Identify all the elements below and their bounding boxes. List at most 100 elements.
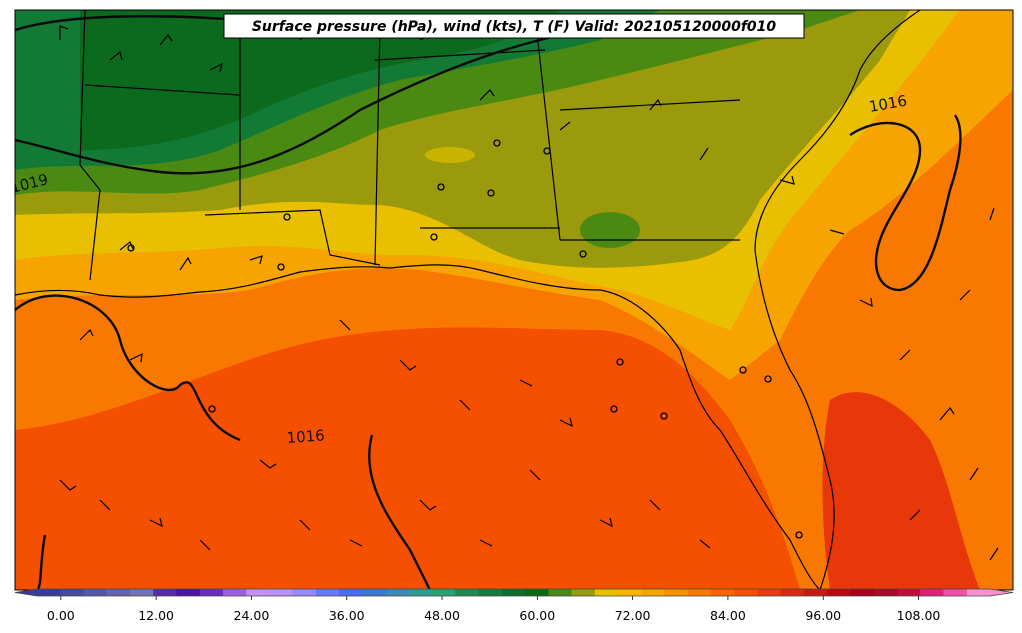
colorbar-segment: [37, 589, 61, 596]
wind-barb: [299, 519, 311, 531]
temperature-field: [15, 10, 1013, 590]
temperature-patch: [781, 456, 809, 488]
colorbar-extend-max: [990, 589, 1013, 596]
wind-barb: [199, 539, 211, 551]
wind-barb: [149, 517, 163, 528]
isobar-southwest-corner: [36, 534, 47, 590]
colorbar-segment: [246, 589, 270, 596]
isobar-1016-east: [849, 114, 962, 292]
wind-barb: [99, 499, 111, 511]
colorbar-segment: [850, 589, 875, 596]
colorbar-tick-label: 12.00: [138, 608, 174, 623]
colorbar-segment: [339, 589, 363, 596]
calm-wind-circle: [660, 412, 668, 420]
map-title: Surface pressure (hPa), wind (kts), T (F…: [252, 19, 777, 35]
colorbar-segment: [827, 589, 852, 596]
state-border: [79, 10, 86, 166]
wind-barb: [779, 175, 795, 185]
colorbar-tick-label: 60.00: [519, 608, 555, 623]
state-border: [84, 84, 241, 96]
colorbar-segment: [734, 589, 759, 596]
colorbar-segment: [455, 589, 480, 596]
colorbar-segment: [176, 589, 201, 596]
colorbar-segment: [129, 589, 154, 596]
colorbar-tick-label: 48.00: [424, 608, 460, 623]
wind-barb: [79, 328, 94, 341]
colorbar-segment: [106, 589, 131, 596]
colorbar-segment: [83, 589, 108, 596]
calm-wind-circle: [430, 233, 438, 241]
wind-barb: [59, 25, 69, 40]
colorbar-segment: [780, 589, 805, 596]
wind-barb: [559, 121, 571, 131]
colorbar-segment: [966, 589, 991, 596]
colorbar-tick-label: 96.00: [805, 608, 841, 623]
colorbar-segment: [943, 589, 968, 596]
wind-barb: [829, 229, 845, 235]
colorbar-tick-label: 36.00: [329, 608, 365, 623]
calm-wind-circle: [543, 147, 551, 155]
state-border: [534, 14, 561, 241]
wind-barb: [599, 517, 613, 528]
calm-wind-circle: [487, 189, 495, 197]
wind-barb: [699, 147, 709, 161]
wind-barb: [479, 539, 493, 547]
wind-barb: [699, 539, 711, 549]
wind-barb: [249, 255, 263, 265]
coastlines-and-borders: [15, 10, 921, 590]
wind-barb: [859, 297, 873, 308]
wind-barb: [959, 289, 971, 301]
colorbar-segment: [432, 589, 456, 596]
colorbar-segments: [15, 589, 1013, 596]
wind-barb: [59, 479, 77, 491]
colorbar-segment: [571, 589, 596, 596]
calm-wind-circle: [283, 213, 291, 221]
colorbar-segment: [594, 589, 619, 596]
state-border: [79, 164, 101, 281]
colorbar-segment: [664, 589, 689, 596]
colorbar-extend-min: [15, 589, 37, 596]
wind-barb: [109, 50, 123, 61]
temperature-patch: [425, 147, 475, 163]
colorbar-segment: [920, 589, 945, 596]
colorbar-tick-label: 72.00: [615, 608, 651, 623]
wind-barb: [459, 399, 471, 411]
calm-wind-circle: [616, 358, 624, 366]
colorbar-segment: [525, 589, 549, 596]
wind-barb: [209, 62, 223, 73]
colorbar-tick-label: 108.00: [897, 608, 941, 623]
wind-barb: [649, 98, 662, 111]
wind-barb: [519, 379, 533, 387]
calm-wind-markers: [127, 139, 803, 539]
colorbar-segment: [711, 589, 735, 596]
isobar-1016-west: [15, 294, 241, 442]
colorbar-segment: [687, 589, 712, 596]
temperature-band-dark-green: [80, 10, 560, 150]
wind-barb: [259, 459, 277, 469]
state-border: [559, 99, 741, 111]
colorbar-tick-label: 24.00: [234, 608, 270, 623]
colorbar-segment: [362, 589, 387, 596]
calm-wind-circle: [437, 183, 445, 191]
wind-barb: [349, 539, 363, 547]
wind-barb: [479, 89, 495, 101]
calm-wind-circle: [493, 139, 501, 147]
wind-barb: [969, 467, 979, 481]
atlantic-coastline: [754, 10, 921, 590]
wind-barb: [989, 547, 999, 561]
colorbar-tick-label: 0.00: [47, 608, 75, 623]
wind-barb: [909, 509, 921, 521]
title-background: [223, 13, 805, 39]
calm-wind-circle: [764, 375, 772, 383]
colorbar-segment: [641, 589, 666, 596]
wind-barb: [559, 417, 573, 428]
calm-wind-circle: [579, 250, 587, 258]
colorbar-outline: [14, 588, 1014, 597]
temperature-patch: [580, 212, 640, 248]
temperature-band-deep-red-orange: [822, 392, 980, 590]
colorbar-segment: [501, 589, 526, 596]
wind-barb: [159, 33, 173, 46]
wind-barb: [419, 499, 437, 511]
colorbar-segment: [385, 589, 410, 596]
